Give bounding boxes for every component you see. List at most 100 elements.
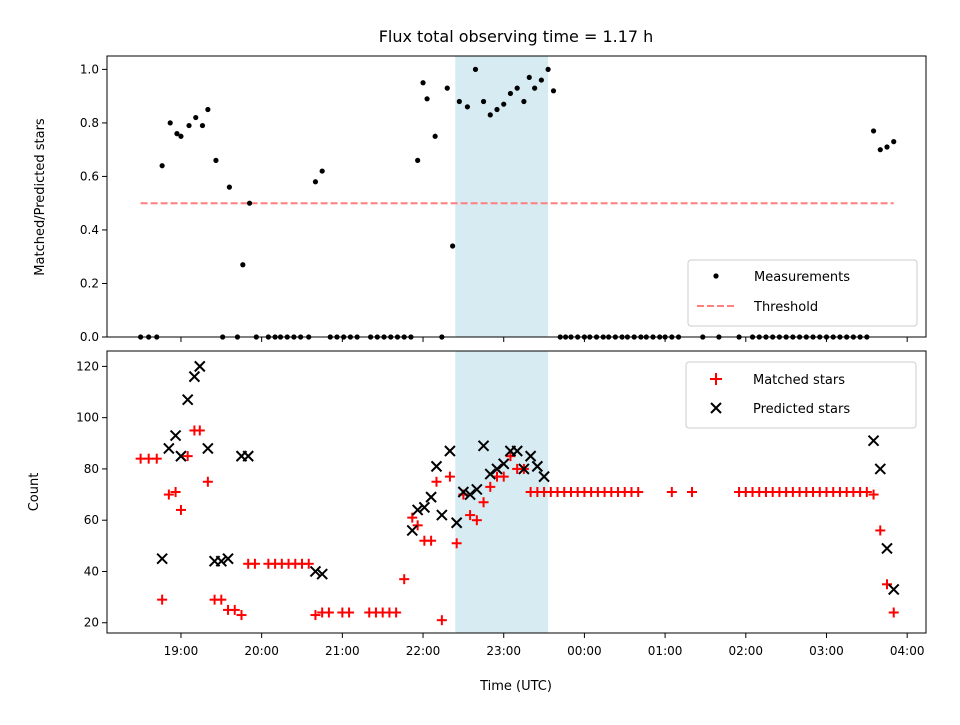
predicted-star-point <box>406 524 418 537</box>
top-shaded-interval <box>455 56 549 337</box>
measurement-point <box>450 243 456 249</box>
matched-star-point <box>170 487 181 497</box>
predicted-star-point <box>418 501 431 514</box>
matched-star-point <box>875 525 886 536</box>
legend-label-predicted: Predicted stars <box>753 402 850 417</box>
legend-label-threshold: Threshold <box>753 300 818 315</box>
bottom-legend-box <box>685 361 917 429</box>
predicted-stars-points <box>156 360 900 596</box>
measurement-point <box>526 74 532 81</box>
matched-star-point <box>157 594 168 605</box>
matched-star-point <box>471 515 482 526</box>
x-tick-label: 22:00 <box>406 644 441 658</box>
measurement-point <box>456 98 462 105</box>
measurement-point <box>487 112 493 118</box>
y-tick-label: 40 <box>84 564 99 578</box>
predicted-star-point <box>425 491 437 503</box>
predicted-star-point <box>484 468 496 480</box>
predicted-star-point <box>450 517 463 529</box>
y-tick-label: 1.0 <box>80 62 99 76</box>
measurement-point <box>420 80 426 86</box>
predicted-star-point <box>411 504 424 516</box>
matched-star-point <box>391 607 402 618</box>
legend-marker-matched <box>710 373 722 385</box>
measurement-point <box>870 128 877 134</box>
measurement-point <box>240 262 246 268</box>
matched-star-point <box>861 487 872 497</box>
predicted-star-point <box>215 555 228 567</box>
predicted-star-point <box>511 445 523 457</box>
matched-star-point <box>882 579 892 590</box>
bottom-legend: Matched stars Predicted stars <box>685 361 917 429</box>
matched-star-point <box>344 607 355 618</box>
measurement-point <box>494 106 500 113</box>
x-tick-label: 19:00 <box>164 644 199 658</box>
y-tick-label: 20 <box>84 616 99 630</box>
matched-star-point <box>249 558 260 569</box>
measurement-point <box>213 157 219 163</box>
bottom-y-label: Count <box>27 473 42 512</box>
matched-star-point <box>303 558 314 569</box>
predicted-star-point <box>464 488 476 501</box>
x-tick-label: 03:00 <box>809 644 844 658</box>
bottom-x-ticks: 19:00 20:00 21:00 22:00 23:00 00:00 01:00 02:00… <box>164 633 925 658</box>
matched-star-point <box>194 425 205 436</box>
matched-star-point <box>182 451 193 462</box>
x-tick-label: 20:00 <box>244 644 279 658</box>
predicted-star-point <box>188 370 201 383</box>
matched-star-point <box>687 487 697 497</box>
predicted-star-point <box>477 440 490 452</box>
predicted-star-point <box>156 552 168 565</box>
measurement-point <box>205 106 211 113</box>
matched-star-point <box>498 471 509 482</box>
measurement-point <box>174 131 180 137</box>
matched-star-point <box>444 471 455 482</box>
measurement-point <box>480 98 487 105</box>
predicted-star-point <box>874 463 886 475</box>
predicted-star-point <box>457 486 470 498</box>
x-tick-label: 00:00 <box>567 644 602 658</box>
measurement-point <box>884 144 890 150</box>
matched-star-point <box>323 607 334 618</box>
predicted-star-point <box>518 463 530 475</box>
bottom-axes-frame <box>106 350 927 634</box>
matched-star-point <box>163 489 174 500</box>
measurement-point <box>415 157 421 163</box>
matched-star-point <box>485 481 496 492</box>
y-tick-label: 100 <box>76 411 99 425</box>
predicted-star-point <box>436 509 448 521</box>
matched-star-point <box>426 535 437 546</box>
predicted-star-point <box>194 360 206 373</box>
measurement-point <box>167 120 173 126</box>
measurement-point <box>538 77 544 83</box>
bottom-x-label: Time (UTC) <box>479 679 552 694</box>
measurement-point <box>246 200 253 206</box>
y-tick-label: 120 <box>76 359 99 373</box>
predicted-star-point <box>881 542 893 555</box>
measurement-point <box>226 184 232 190</box>
y-tick-label: 0.0 <box>80 330 99 344</box>
measurement-point <box>432 133 438 139</box>
measurement-point <box>424 96 430 102</box>
x-tick-label: 04:00 <box>890 644 925 658</box>
matched-star-point <box>451 538 462 549</box>
y-tick-label: 80 <box>84 462 99 476</box>
predicted-star-point <box>169 429 182 442</box>
matched-star-point <box>151 453 162 464</box>
legend-label-measurements: Measurements <box>754 270 850 285</box>
matched-star-point <box>310 610 321 621</box>
measurement-point <box>444 85 450 91</box>
predicted-star-point <box>867 435 880 447</box>
top-legend: Measurements Threshold <box>687 259 918 327</box>
bottom-y-ticks: 20 40 60 80 100 120 <box>76 359 107 630</box>
matched-star-point <box>236 610 247 621</box>
predicted-star-point <box>531 460 544 473</box>
y-tick-label: 0.4 <box>80 223 99 237</box>
measurement-point <box>319 168 325 174</box>
y-tick-label: 0.6 <box>80 169 99 183</box>
measurement-point <box>159 163 165 169</box>
measurement-point <box>521 98 527 105</box>
matched-star-point <box>175 504 186 515</box>
x-tick-label: 02:00 <box>728 644 763 658</box>
